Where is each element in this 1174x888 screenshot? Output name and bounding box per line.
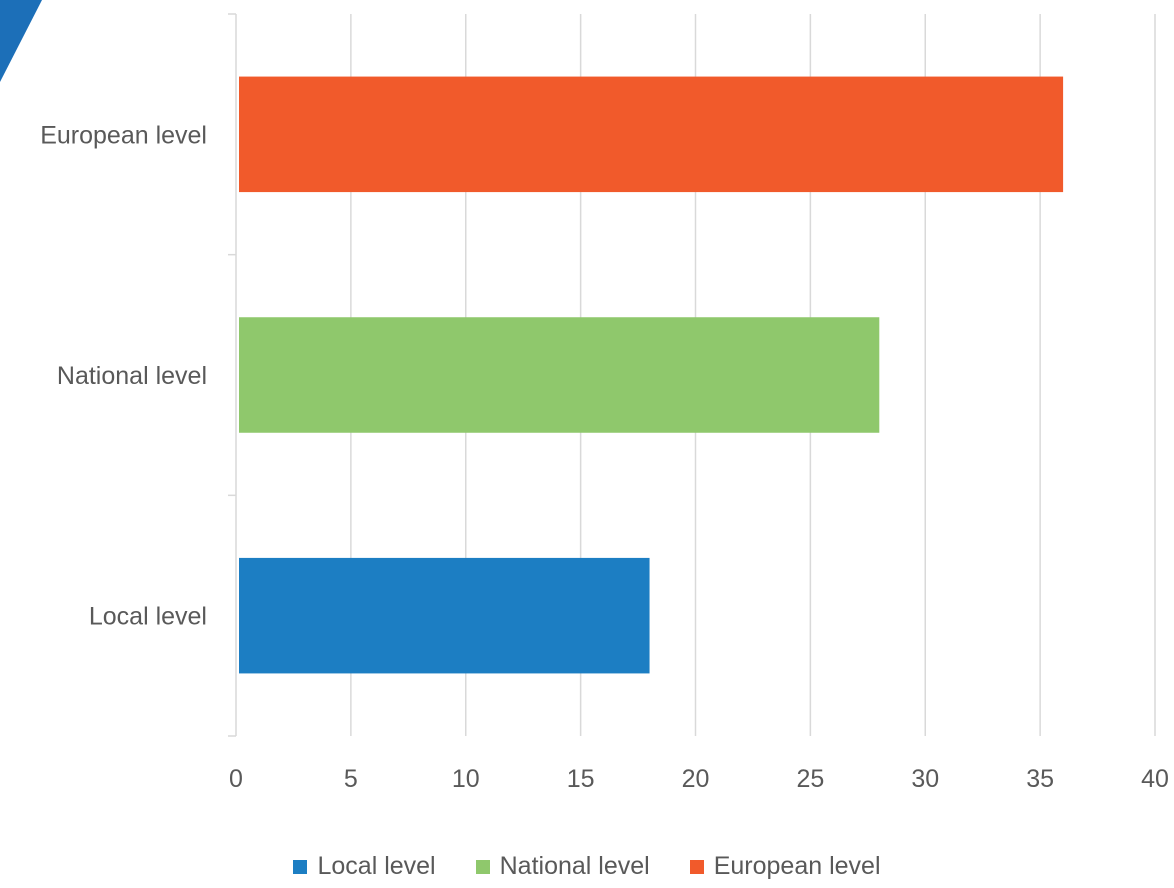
bars <box>239 76 1064 674</box>
x-tick-label: 0 <box>229 765 243 793</box>
category-label: European level <box>40 121 207 149</box>
legend-label: Local level <box>317 852 436 880</box>
x-tick-label: 10 <box>452 765 480 793</box>
x-tick-labels: 0 5 10 15 20 25 30 35 40 <box>229 765 1169 793</box>
category-labels: Local level National level European level <box>40 121 207 630</box>
bar-local-level <box>239 557 650 674</box>
x-tick-label: 5 <box>344 765 358 793</box>
legend-item: Local level <box>293 852 436 881</box>
x-tick-label: 20 <box>682 765 710 793</box>
x-tick-label: 30 <box>911 765 939 793</box>
legend-label: European level <box>713 852 881 880</box>
x-tick-label: 40 <box>1141 765 1169 793</box>
legend-swatch <box>293 859 308 874</box>
legend-item: National level <box>475 852 650 881</box>
category-label: Local level <box>89 603 207 631</box>
corner-accent <box>0 0 42 82</box>
legend-item: European level <box>689 852 881 881</box>
legend-swatch <box>689 859 704 874</box>
legend-label: National level <box>499 852 650 880</box>
x-tick-label: 35 <box>1026 765 1054 793</box>
category-axis <box>228 13 237 737</box>
bar-european-level <box>239 76 1064 193</box>
category-label: National level <box>57 362 207 390</box>
legend: Local level National level European level <box>0 852 1174 881</box>
legend-swatch <box>475 859 490 874</box>
x-tick-label: 25 <box>796 765 824 793</box>
bar-national-level <box>239 317 880 433</box>
x-tick-label: 15 <box>567 765 595 793</box>
